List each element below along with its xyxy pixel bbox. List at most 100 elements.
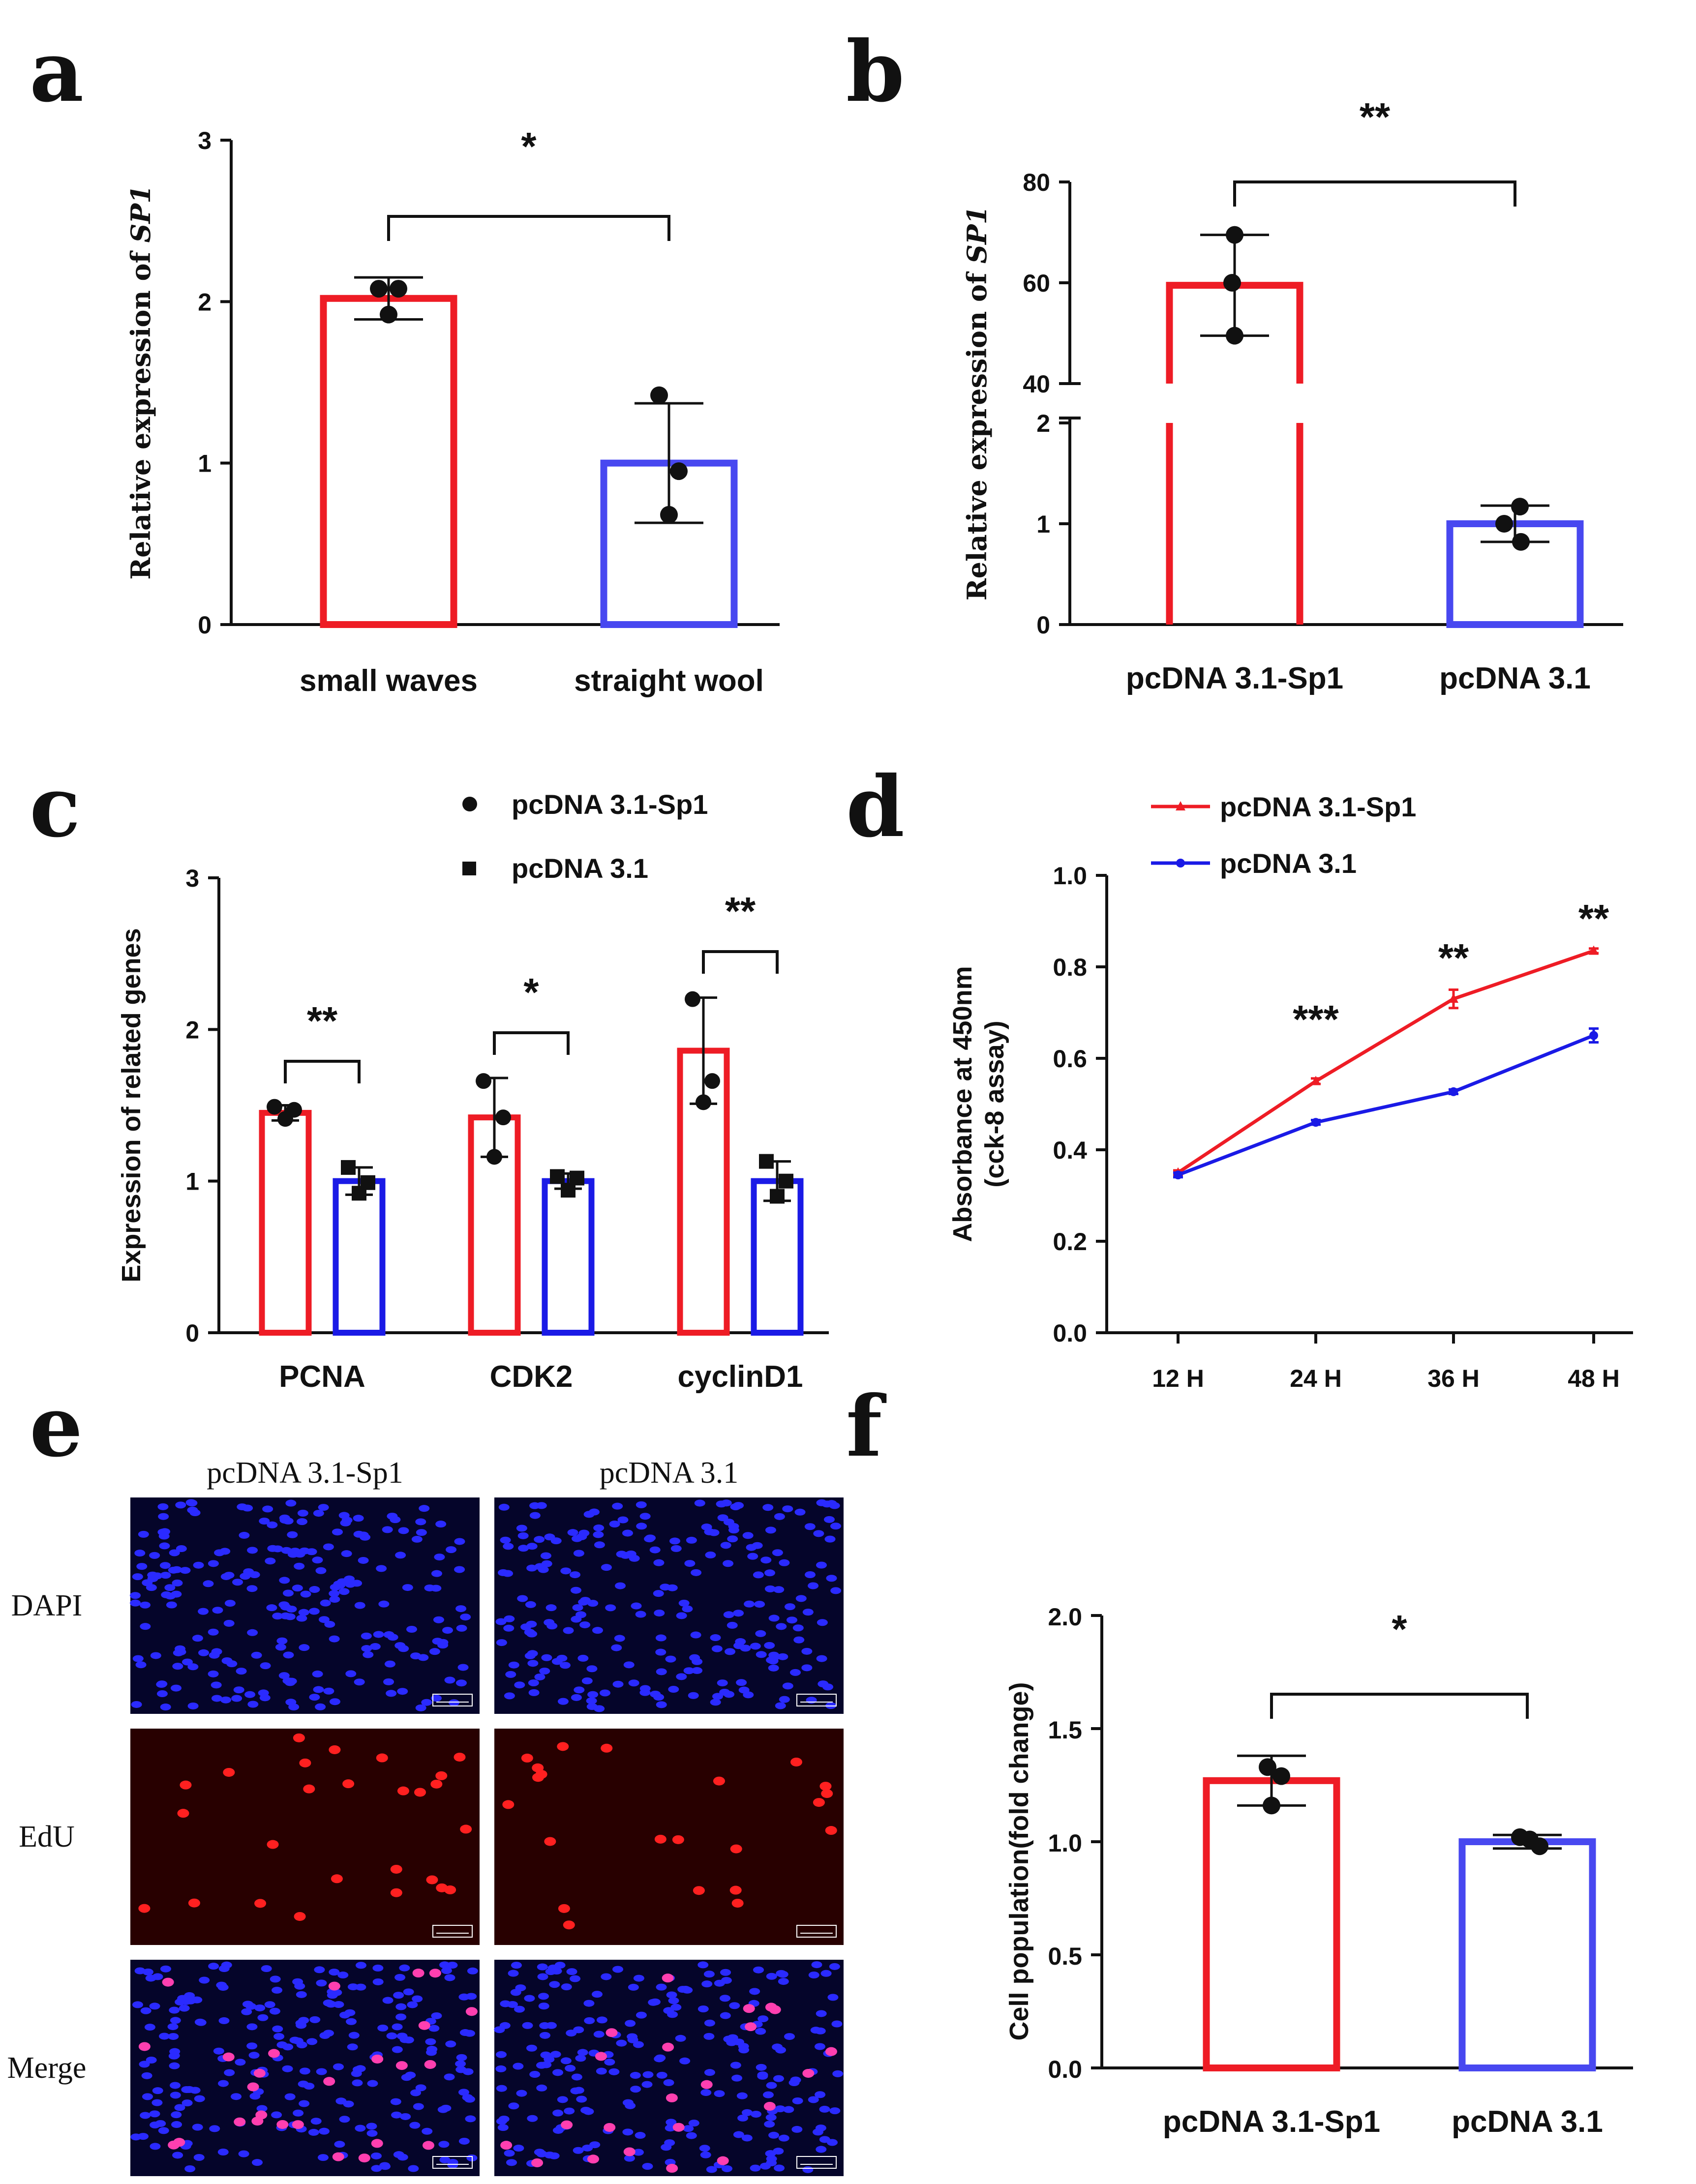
- nucleus-dapi: [150, 2143, 161, 2150]
- nucleus-dapi: [616, 2039, 627, 2047]
- nucleus-dapi: [741, 2134, 753, 2142]
- nucleus-dapi: [456, 1624, 467, 1632]
- nucleus-dapi: [723, 1611, 734, 1618]
- nucleus-edu: [502, 1800, 515, 1809]
- nucleus-dapi: [539, 1667, 550, 1675]
- nucleus-edu: [731, 1898, 744, 1908]
- nucleus-dapi: [419, 1505, 430, 1512]
- nucleus-dapi: [221, 1657, 233, 1664]
- nucleus-dapi: [343, 2100, 354, 2108]
- nucleus-dapi: [242, 1504, 253, 1512]
- nucleus-edu: [700, 2080, 713, 2089]
- nucleus-dapi: [323, 1687, 334, 1695]
- nucleus-dapi: [768, 1651, 780, 1659]
- nucleus-edu: [371, 2139, 383, 2148]
- nucleus-dapi: [817, 1619, 828, 1626]
- nucleus-dapi: [656, 2071, 667, 2079]
- nucleus-dapi: [315, 1703, 326, 1710]
- nucleus-dapi: [203, 1580, 214, 1587]
- nucleus-dapi: [831, 2020, 843, 2028]
- data-point: [486, 1149, 502, 1165]
- nucleus-dapi: [208, 1963, 219, 1970]
- nucleus-dapi: [710, 1699, 721, 1706]
- nucleus-dapi: [184, 2165, 196, 2173]
- nucleus-dapi: [308, 1608, 320, 1615]
- nucleus-dapi: [257, 2014, 269, 2021]
- nucleus-dapi: [573, 1550, 584, 1557]
- nucleus-dapi: [136, 1563, 148, 1570]
- nucleus-dapi: [622, 2099, 634, 2106]
- nucleus-dapi: [586, 1665, 598, 1673]
- panel-c-chart: 0 1 2 3 Expression of related genes PCNA CDK2 c…: [117, 789, 829, 1394]
- y-tick-label: 0.0: [1053, 1319, 1087, 1347]
- nucleus-dapi: [152, 2087, 163, 2094]
- nucleus-dapi: [282, 2065, 293, 2072]
- significance-label: **: [725, 889, 756, 933]
- bar-PCNA-sp1: [259, 1109, 312, 1336]
- nucleus-dapi: [622, 2128, 634, 2136]
- nucleus-dapi: [361, 1645, 372, 1652]
- data-point: [277, 1111, 293, 1127]
- nucleus-dapi: [518, 1545, 529, 1552]
- nucleus-dapi: [755, 2028, 766, 2035]
- nucleus-edu: [292, 2120, 304, 2129]
- nucleus-dapi: [554, 1962, 566, 1969]
- nucleus-dapi: [620, 1552, 631, 1559]
- panel-letter-c: c: [30, 758, 81, 856]
- nucleus-dapi: [586, 1697, 597, 1705]
- nucleus-dapi: [683, 1667, 695, 1675]
- nucleus-dapi: [217, 2148, 229, 2155]
- nucleus-dapi: [747, 1553, 758, 1560]
- nucleus-dapi: [801, 1647, 813, 1655]
- nucleus-dapi: [526, 1564, 538, 1572]
- nucleus-dapi: [791, 2125, 803, 2133]
- nucleus-dapi: [738, 2043, 749, 2050]
- nucleus-edu: [765, 2003, 777, 2012]
- nucleus-dapi: [439, 1961, 451, 1969]
- nucleus-dapi: [550, 1537, 562, 1545]
- nucleus-dapi: [139, 2061, 150, 2068]
- bar-small-waves: [320, 295, 457, 628]
- nucleus-dapi: [496, 1639, 507, 1646]
- nucleus-dapi: [765, 2114, 777, 2121]
- nucleus-dapi: [399, 1964, 410, 1972]
- nucleus-dapi: [768, 1664, 779, 1672]
- nucleus-dapi: [280, 1612, 291, 1619]
- nucleus-edu: [587, 2154, 599, 2164]
- nucleus-edu: [693, 1886, 705, 1895]
- nucleus-dapi: [506, 2159, 517, 2166]
- nucleus-dapi: [164, 1584, 176, 1591]
- y-tick-label: 40: [1023, 370, 1050, 398]
- nucleus-dapi: [292, 1585, 303, 1592]
- nucleus-dapi: [567, 1529, 578, 1536]
- nucleus-dapi: [540, 1552, 551, 1559]
- nucleus-dapi: [279, 1517, 291, 1524]
- nucleus-dapi: [697, 2005, 709, 2013]
- nucleus-dapi: [818, 1680, 829, 1688]
- nucleus-dapi: [648, 1999, 659, 2006]
- panel-e-microscopy: pcDNA 3.1-Sp1 pcDNA 3.1 DAPI EdU Merge: [7, 1456, 844, 2176]
- nucleus-dapi: [192, 2124, 203, 2131]
- nucleus-dapi: [576, 2095, 587, 2103]
- nucleus-edu: [802, 2068, 815, 2078]
- nucleus-dapi: [141, 2072, 152, 2079]
- nucleus-dapi: [316, 2068, 327, 2075]
- nucleus-dapi: [246, 2042, 258, 2050]
- nucleus-dapi: [439, 2156, 451, 2163]
- nucleus-dapi: [526, 2044, 537, 2052]
- y-tick-label: 3: [185, 865, 199, 892]
- nucleus-dapi: [703, 2033, 715, 2040]
- nucleus-dapi: [717, 1514, 728, 1522]
- nucleus-dapi: [211, 1695, 222, 1702]
- nucleus-dapi: [717, 1679, 728, 1687]
- nucleus-dapi: [571, 1694, 582, 1701]
- nucleus-dapi: [309, 1586, 320, 1593]
- nucleus-dapi: [231, 1695, 242, 1702]
- nucleus-dapi: [537, 1963, 548, 1971]
- nucleus-dapi: [784, 1603, 795, 1611]
- nucleus-dapi: [524, 1995, 535, 2002]
- nucleus-dapi: [495, 1618, 507, 1625]
- nucleus-dapi: [329, 1969, 340, 1976]
- nucleus-edu: [558, 1904, 570, 1913]
- nucleus-dapi: [670, 1545, 682, 1552]
